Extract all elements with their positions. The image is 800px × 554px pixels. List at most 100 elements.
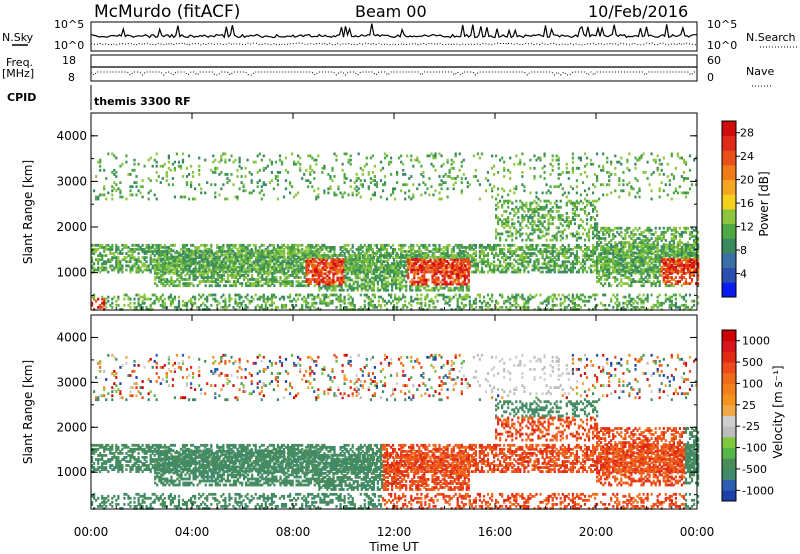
power-cell <box>268 260 271 264</box>
power-cell <box>545 266 548 270</box>
power-cell <box>188 255 191 259</box>
power-cell <box>519 234 522 238</box>
power-cell <box>648 251 651 255</box>
power-cell <box>435 278 438 282</box>
power-cell <box>395 282 398 286</box>
power-cell <box>279 278 282 281</box>
power-cell <box>559 214 562 217</box>
power-cell <box>596 222 599 226</box>
power-cell <box>497 216 500 219</box>
power-cell <box>374 262 377 265</box>
power-cell <box>425 254 428 257</box>
power-cell <box>326 256 329 259</box>
power-cell <box>499 248 502 251</box>
power-cell <box>397 264 400 267</box>
power-cell <box>313 272 316 275</box>
power-cell <box>598 269 601 273</box>
power-cell <box>289 282 292 285</box>
power-cell <box>620 274 623 277</box>
power-cell <box>317 270 320 274</box>
power-cell <box>200 257 203 261</box>
power-cell <box>409 288 412 292</box>
power-cell <box>527 256 530 259</box>
power-cell <box>480 243 484 247</box>
power-cell <box>315 251 318 255</box>
power-cell <box>228 264 231 268</box>
power-cell <box>326 288 329 292</box>
power-cell <box>429 270 432 274</box>
power-cell <box>634 272 637 275</box>
power-cell <box>472 270 475 274</box>
power-cell <box>557 226 560 230</box>
power-cell <box>606 228 609 232</box>
power-cell <box>269 265 272 269</box>
power-cell <box>441 256 444 259</box>
power-cell <box>113 254 116 257</box>
power-cell <box>662 267 665 271</box>
power-cell <box>638 249 641 253</box>
power-cell <box>695 243 698 247</box>
power-cell <box>265 282 268 285</box>
power-cell <box>162 274 165 277</box>
power-cell <box>101 262 104 266</box>
power-cell <box>109 260 112 264</box>
power-cell <box>630 263 633 267</box>
power-cell <box>519 246 522 249</box>
power-cell <box>581 254 585 257</box>
power-cell <box>236 258 239 262</box>
power-cell <box>360 260 363 263</box>
power-cell <box>267 265 270 269</box>
power-cell <box>630 245 633 249</box>
power-cell <box>666 280 669 283</box>
power-cell <box>567 199 570 203</box>
power-cell <box>680 256 683 259</box>
power-cell <box>271 272 274 275</box>
power-cell <box>531 212 534 215</box>
power-cell <box>343 252 346 255</box>
power-cell <box>423 266 426 270</box>
power-cell <box>333 250 336 253</box>
power-cell <box>517 254 520 257</box>
power-cell <box>399 282 402 286</box>
power-cell <box>164 280 167 283</box>
power-cell <box>285 280 288 283</box>
power-cell <box>352 268 355 272</box>
power-cell <box>322 266 325 270</box>
power-cell <box>579 236 582 240</box>
power-cell <box>577 226 580 230</box>
power-cell <box>664 230 667 234</box>
power-cell <box>254 246 257 249</box>
power-cell <box>501 220 504 223</box>
power-cell <box>139 268 142 272</box>
power-cell <box>269 280 272 283</box>
power-cell <box>391 284 394 288</box>
power-cell <box>145 264 148 268</box>
power-cell <box>644 257 647 261</box>
power-cell <box>571 260 574 264</box>
power-cell <box>513 207 516 211</box>
power-cell <box>688 243 692 247</box>
power-cell <box>228 248 231 251</box>
power-cell <box>549 252 552 255</box>
power-cell <box>210 278 213 281</box>
power-cell <box>113 252 116 255</box>
power-cell <box>270 243 273 247</box>
power-cell <box>626 261 629 265</box>
power-cell <box>303 251 306 255</box>
power-cell <box>373 252 376 255</box>
power-cell <box>527 264 530 268</box>
power-cell <box>497 201 500 205</box>
power-cell <box>220 249 223 253</box>
power-cell <box>378 278 382 282</box>
power-cell <box>453 258 456 261</box>
power-cell <box>529 246 532 249</box>
power-cell <box>95 243 98 247</box>
power-cell <box>642 243 645 247</box>
power-cell <box>313 263 316 267</box>
power-cell <box>410 254 413 257</box>
power-cell <box>332 284 335 288</box>
power-cell <box>622 257 625 261</box>
power-cell <box>636 252 639 255</box>
power-cell <box>232 246 235 249</box>
power-cell <box>545 246 548 249</box>
